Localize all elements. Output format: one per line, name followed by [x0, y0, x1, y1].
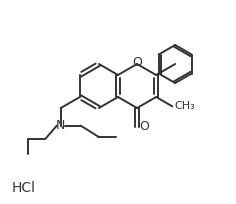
Text: CH₃: CH₃ — [174, 101, 195, 111]
Text: N: N — [56, 119, 66, 132]
Text: HCl: HCl — [12, 181, 36, 195]
Text: O: O — [139, 120, 149, 133]
Text: O: O — [132, 57, 142, 70]
